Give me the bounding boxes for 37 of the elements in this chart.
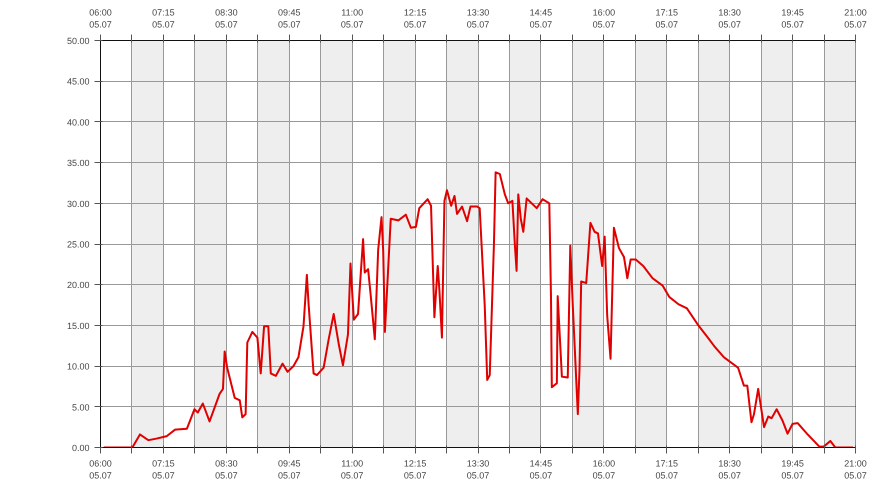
x-tick-label: 08:30 05.07: [215, 458, 238, 480]
x-tick-label: 11:00 05.07: [340, 458, 364, 480]
y-tick-label: 10.00: [66, 362, 90, 372]
x-tick-label: 13:30 05.07: [466, 458, 490, 480]
y-tick-label: 25.00: [66, 240, 90, 250]
y-tick-label: 50.00: [66, 36, 90, 46]
x2-tick-label: 12:15 05.07: [404, 8, 426, 30]
x2-tick-label: 18:30 05.07: [718, 8, 741, 30]
x-tick-label: 21:00 05.07: [844, 458, 867, 480]
y-tick-label: 5.00: [72, 402, 90, 412]
x-tick-label: 06:00 05.07: [89, 458, 112, 480]
y-tick-label: 20.00: [66, 280, 90, 290]
x-tick-label: 18:30 05.07: [718, 458, 741, 480]
x-tick-label: 12:15 05.07: [404, 458, 426, 480]
x2-tick-label: 07:15 05.07: [152, 8, 175, 30]
x-tick-label: 16:00 05.07: [592, 458, 616, 480]
x2-tick-label: 09:45 05.07: [278, 8, 301, 30]
x-tick-label: 17:15 05.07: [655, 458, 678, 480]
x-tick-label: 14:45 05.07: [530, 458, 552, 480]
x2-tick-label: 13:30 05.07: [466, 8, 490, 30]
y-tick-label: 45.00: [66, 76, 90, 87]
x2-tick-label: 06:00 05.07: [89, 8, 112, 30]
y-tick-label: 40.00: [66, 117, 90, 128]
x-tick-label: 09:45 05.07: [278, 458, 301, 480]
y-tick-label: 30.00: [66, 198, 90, 209]
x2-tick-label: 21:00 05.07: [844, 8, 867, 30]
y-tick-label: 35.00: [66, 158, 90, 168]
x2-tick-label: 08:30 05.07: [215, 8, 238, 30]
x2-tick-label: 19:45 05.07: [781, 8, 804, 30]
x-tick-label: 19:45 05.07: [781, 458, 804, 480]
x2-tick-label: 11:00 05.07: [340, 8, 364, 30]
y-tick-label: 0.00: [72, 443, 90, 453]
x-tick-label: 07:15 05.07: [152, 458, 175, 480]
y-tick-label: 15.00: [66, 320, 90, 331]
x2-tick-label: 17:15 05.07: [655, 8, 678, 30]
x2-tick-label: 16:00 05.07: [592, 8, 616, 30]
x2-tick-label: 14:45 05.07: [530, 8, 552, 30]
